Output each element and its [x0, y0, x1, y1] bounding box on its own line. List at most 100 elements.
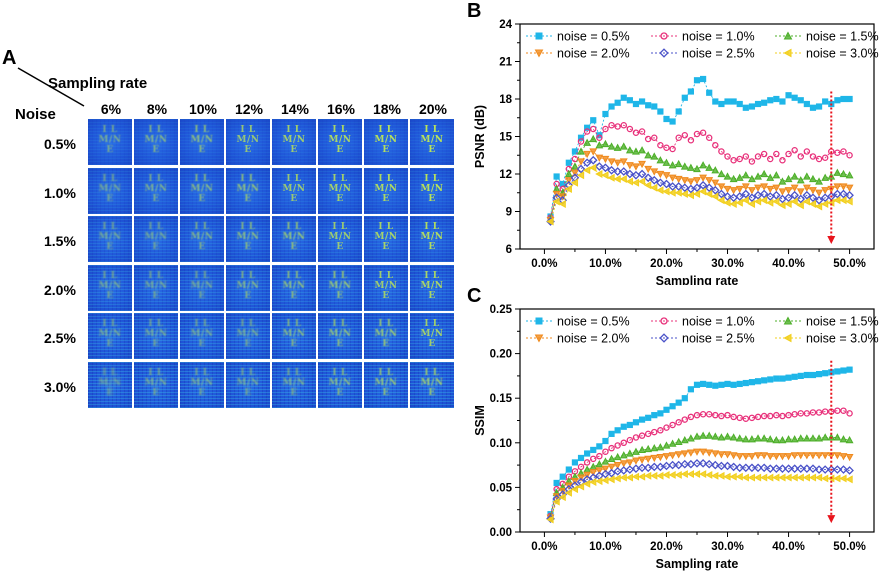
- data-point: [802, 473, 810, 482]
- data-point: [717, 169, 726, 178]
- letter-pattern-line: E: [428, 387, 436, 398]
- letter-pattern-line: I L: [240, 173, 256, 184]
- letter-pattern: I L M/N E: [410, 368, 454, 398]
- reconstruction-image: I L M/N E: [88, 216, 132, 262]
- data-point: [735, 453, 744, 461]
- data-point: [650, 183, 658, 192]
- data-point: [638, 128, 646, 135]
- data-point: [583, 128, 591, 135]
- data-point: [717, 183, 726, 191]
- data-point: [834, 149, 841, 156]
- letter-pattern-line: I L: [148, 367, 164, 378]
- letter-pattern-line: I L: [102, 270, 118, 281]
- data-point: [632, 419, 640, 426]
- letter-pattern: I L M/N E: [180, 319, 224, 349]
- data-point: [589, 478, 597, 486]
- data-point: [607, 463, 616, 472]
- letter-pattern: I L M/N E: [180, 368, 224, 398]
- data-point: [651, 134, 658, 141]
- data-point: [649, 462, 659, 472]
- legend-swatch-marker: [783, 31, 793, 40]
- data-point: [766, 435, 775, 443]
- data-point: [546, 217, 554, 226]
- data-point: [772, 197, 780, 206]
- data-point: [784, 200, 792, 208]
- data-point: [711, 192, 719, 201]
- data-point: [674, 188, 682, 197]
- data-point: [809, 409, 817, 416]
- data-point: [620, 94, 627, 101]
- data-point: [576, 482, 585, 491]
- data-point: [576, 164, 586, 174]
- series-6: [546, 163, 853, 226]
- letter-pattern: I L M/N E: [226, 222, 270, 252]
- letter-pattern-line: I L: [194, 173, 210, 184]
- letter-pattern: I L M/N E: [364, 368, 408, 398]
- reconstruction-image: I L M/N E: [180, 167, 224, 214]
- data-point: [802, 464, 812, 473]
- letter-pattern: I L M/N E: [318, 222, 362, 252]
- y-tick-label: 0.10: [490, 438, 512, 450]
- letter-pattern: I L M/N E: [318, 271, 362, 301]
- letter-pattern-line: I L: [286, 367, 302, 378]
- reconstruction-image: I L M/N E: [226, 361, 270, 408]
- letter-pattern: I L M/N E: [364, 319, 408, 349]
- letter-pattern: I L M/N E: [134, 319, 178, 349]
- data-point: [717, 461, 726, 471]
- data-point: [802, 172, 811, 180]
- letter-pattern: I L M/N E: [410, 222, 454, 252]
- letter-pattern-line: M/N: [374, 135, 398, 145]
- data-point: [748, 414, 756, 422]
- data-point: [796, 188, 805, 196]
- data-point: [718, 148, 725, 155]
- data-point: [779, 156, 786, 164]
- letter-pattern-line: E: [382, 145, 390, 155]
- letter-pattern-line: E: [290, 242, 298, 252]
- data-point: [809, 104, 817, 111]
- data-point: [767, 97, 774, 104]
- data-point: [607, 165, 616, 175]
- letter-pattern-line: I L: [424, 367, 440, 378]
- data-point: [680, 177, 689, 185]
- data-point: [644, 430, 652, 438]
- data-point: [790, 473, 798, 482]
- legend-entry-label: noise = 0.5%: [557, 315, 630, 329]
- x-tick-label: 0.0%: [531, 258, 557, 270]
- data-point: [802, 190, 812, 200]
- letter-pattern-line: E: [106, 339, 114, 349]
- legend-entry-label: noise = 2.5%: [682, 47, 755, 61]
- data-point: [583, 465, 592, 473]
- letter-pattern-line: M/N: [420, 377, 444, 388]
- letter-pattern-line: I L: [102, 319, 118, 329]
- letter-pattern: I L M/N E: [364, 222, 408, 252]
- legend-swatch-marker: [659, 333, 669, 343]
- data-point: [761, 377, 768, 384]
- data-point: [802, 434, 811, 442]
- legend-entry-label: noise = 1.5%: [806, 315, 879, 329]
- letter-pattern-line: E: [106, 193, 114, 204]
- letter-pattern-line: M/N: [420, 135, 444, 145]
- data-point: [839, 453, 848, 461]
- data-point: [754, 413, 762, 421]
- data-point: [846, 95, 853, 103]
- data-point: [686, 184, 696, 194]
- letter-pattern-line: M/N: [144, 329, 168, 339]
- reconstruction-image: I L M/N E: [226, 264, 270, 311]
- data-point: [687, 413, 695, 421]
- letter-pattern: I L M/N E: [88, 368, 132, 398]
- reconstruction-image: I L M/N E: [318, 119, 362, 165]
- data-point: [747, 174, 756, 183]
- data-point: [710, 460, 720, 470]
- letter-pattern-line: I L: [424, 173, 440, 184]
- letter-pattern: I L M/N E: [410, 319, 454, 349]
- letter-pattern-line: E: [106, 145, 114, 155]
- data-point: [766, 173, 775, 181]
- data-point: [644, 181, 652, 190]
- letter-pattern-line: I L: [102, 125, 118, 135]
- data-point: [815, 189, 824, 197]
- rate-label: 6%: [100, 101, 122, 117]
- letter-pattern-line: E: [152, 145, 160, 155]
- data-point: [625, 146, 634, 154]
- data-point: [644, 151, 653, 159]
- letter-pattern: I L M/N E: [180, 125, 224, 155]
